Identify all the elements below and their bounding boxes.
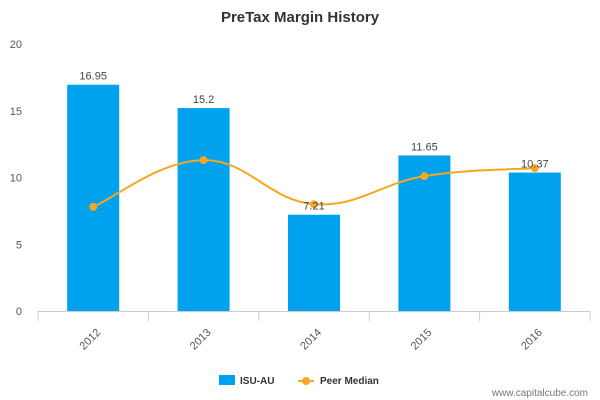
data-label-2016: 10.37 bbox=[521, 159, 549, 171]
x-axis: 2012 2013 2014 2015 2016 bbox=[37, 311, 591, 353]
peer-median-point-2013 bbox=[199, 156, 208, 165]
x-tick-label: 2012 bbox=[78, 327, 104, 353]
bar-2016 bbox=[508, 172, 561, 311]
peer-median-point-2014 bbox=[310, 200, 318, 209]
y-tick-label: 5 bbox=[16, 239, 22, 251]
bar-series bbox=[67, 84, 561, 311]
data-label-2015: 11.65 bbox=[411, 141, 438, 153]
legend-swatch-isu-au bbox=[219, 375, 235, 385]
peer-median-point-2015 bbox=[420, 172, 429, 181]
y-tick-label: 10 bbox=[10, 173, 22, 185]
x-tick-label: 2014 bbox=[298, 327, 324, 353]
data-label-2013: 15.2 bbox=[193, 94, 214, 106]
legend: ISU-AU Peer Median bbox=[219, 375, 379, 387]
bar-2014 bbox=[288, 214, 340, 311]
legend-marker-peer-median bbox=[302, 377, 310, 385]
line-series bbox=[89, 156, 539, 211]
peer-median-point-2016 bbox=[530, 164, 539, 173]
bar-2015 bbox=[398, 155, 451, 311]
y-tick-label: 15 bbox=[10, 106, 22, 118]
watermark: www.capitalcube.com bbox=[491, 388, 588, 399]
data-label-2014: 7.21 bbox=[303, 201, 324, 213]
data-label-2012: 16.95 bbox=[79, 71, 107, 83]
chart-title: PreTax Margin History bbox=[221, 9, 380, 26]
y-axis: 0 5 10 15 20 bbox=[10, 39, 22, 318]
x-tick-label: 2013 bbox=[188, 327, 214, 353]
data-labels: 16.95 15.2 7.21 11.65 10.37 bbox=[79, 71, 548, 213]
bar-2013 bbox=[177, 108, 230, 311]
peer-median-point-2012 bbox=[89, 202, 98, 211]
y-tick-label: 20 bbox=[10, 39, 22, 51]
legend-label-isu-au: ISU-AU bbox=[240, 376, 274, 387]
y-tick-label: 0 bbox=[16, 306, 22, 318]
legend-label-peer-median: Peer Median bbox=[320, 376, 379, 387]
x-tick-label: 2016 bbox=[519, 327, 545, 353]
x-tick-label: 2015 bbox=[409, 327, 435, 353]
